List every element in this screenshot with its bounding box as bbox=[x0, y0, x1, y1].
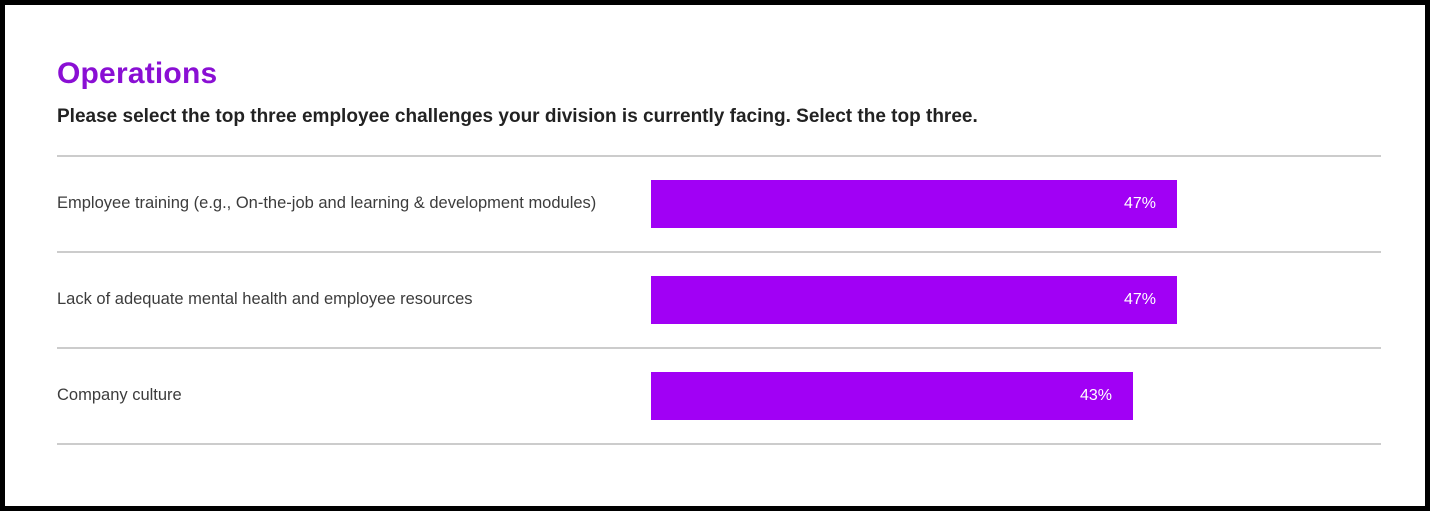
chart-row: Company culture 43% bbox=[57, 349, 1381, 445]
bar-chart: Employee training (e.g., On-the-job and … bbox=[57, 155, 1381, 445]
survey-question: Please select the top three employee cha… bbox=[57, 106, 978, 127]
bar: 47% bbox=[651, 180, 1177, 228]
category-label: Company culture bbox=[57, 386, 182, 405]
bar: 47% bbox=[651, 276, 1177, 324]
chart-row: Lack of adequate mental health and emplo… bbox=[57, 253, 1381, 349]
bar: 43% bbox=[651, 372, 1133, 420]
bar-track: 43% bbox=[651, 372, 1381, 420]
bar-value-label: 47% bbox=[1123, 291, 1156, 308]
chart-row: Employee training (e.g., On-the-job and … bbox=[57, 157, 1381, 253]
bar-track: 47% bbox=[651, 276, 1381, 324]
bar-track: 47% bbox=[651, 180, 1381, 228]
category-label: Lack of adequate mental health and emplo… bbox=[57, 290, 473, 309]
page-title: Operations bbox=[57, 57, 218, 90]
bar-value-label: 47% bbox=[1123, 195, 1156, 212]
bar-value-label: 43% bbox=[1079, 387, 1112, 404]
content-area: Operations Please select the top three e… bbox=[5, 57, 1425, 445]
category-label: Employee training (e.g., On-the-job and … bbox=[57, 194, 597, 213]
